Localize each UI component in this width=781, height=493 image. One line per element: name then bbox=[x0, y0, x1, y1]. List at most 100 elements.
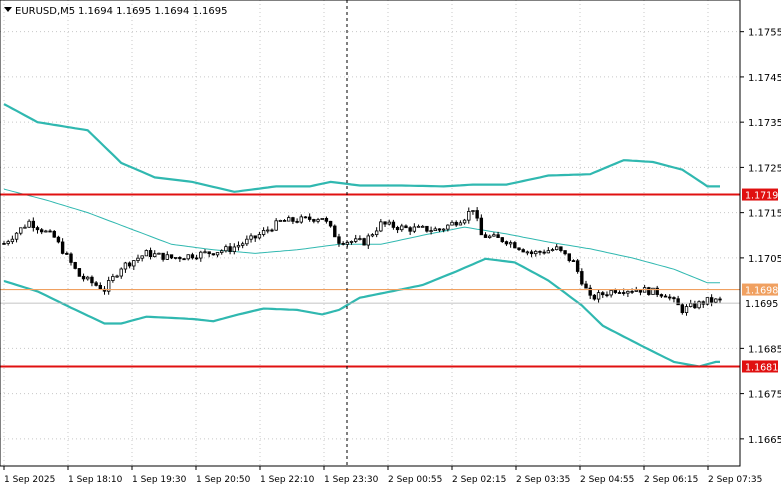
candle bbox=[320, 217, 324, 220]
candle bbox=[165, 251, 169, 260]
candle bbox=[475, 207, 479, 222]
candle bbox=[207, 251, 211, 258]
candle bbox=[220, 249, 224, 255]
price-tick-label: 1.1685 bbox=[748, 344, 781, 355]
candle bbox=[374, 227, 379, 238]
candle bbox=[123, 261, 128, 273]
candle bbox=[538, 250, 542, 256]
candle bbox=[408, 226, 412, 235]
candle bbox=[295, 218, 299, 224]
candle bbox=[446, 224, 450, 232]
candle bbox=[684, 304, 689, 316]
candle bbox=[605, 291, 609, 298]
candle bbox=[529, 249, 534, 258]
band-upper-line bbox=[3, 103, 720, 193]
candle bbox=[35, 225, 40, 234]
candle bbox=[199, 250, 203, 262]
candle bbox=[433, 226, 437, 232]
candle bbox=[546, 247, 551, 254]
candlesticks bbox=[2, 207, 722, 316]
candle bbox=[253, 235, 257, 242]
time-tick-label: 1 Sep 20:50 bbox=[196, 475, 251, 485]
time-tick-label: 2 Sep 00:55 bbox=[388, 475, 442, 485]
candle bbox=[14, 232, 19, 243]
candle bbox=[287, 215, 291, 222]
candle bbox=[232, 243, 236, 255]
candle bbox=[496, 231, 500, 238]
candle bbox=[638, 289, 643, 296]
candle bbox=[161, 252, 165, 262]
symbol-label: EURUSD,M5 bbox=[15, 6, 75, 17]
candle bbox=[127, 261, 132, 269]
candle bbox=[94, 281, 98, 287]
candle bbox=[571, 259, 576, 262]
candle bbox=[31, 217, 36, 232]
candle bbox=[458, 220, 463, 226]
candle bbox=[596, 289, 601, 303]
candle bbox=[567, 253, 571, 263]
time-tick-label: 1 Sep 2025 bbox=[4, 475, 55, 485]
band-middle-line bbox=[3, 188, 720, 284]
candle bbox=[467, 207, 471, 224]
candle bbox=[504, 240, 509, 246]
candle bbox=[429, 226, 433, 235]
candle bbox=[349, 240, 354, 245]
price-level-label: 1.1681 bbox=[745, 362, 778, 373]
candle bbox=[136, 254, 140, 263]
price-level-label: 1.1698 bbox=[745, 286, 778, 297]
candle bbox=[52, 230, 56, 238]
time-tick-label: 2 Sep 06:15 bbox=[644, 475, 698, 485]
candle bbox=[140, 255, 144, 262]
candle bbox=[714, 298, 718, 304]
candle bbox=[416, 224, 421, 228]
candle bbox=[450, 220, 454, 226]
candle bbox=[144, 249, 149, 257]
candle bbox=[601, 291, 605, 298]
candle bbox=[44, 229, 48, 233]
candle bbox=[668, 294, 672, 301]
candle bbox=[525, 250, 530, 256]
candle bbox=[663, 294, 668, 298]
candle bbox=[115, 274, 119, 278]
time-tick-label: 1 Sep 18:10 bbox=[68, 475, 123, 485]
candle bbox=[111, 273, 115, 283]
price-tick-label: 1.1705 bbox=[748, 254, 781, 265]
price-axis: 1.1755 1.1745 1.1735 1.1725 1.1715 1.1705 1.16… bbox=[740, 28, 781, 446]
candle bbox=[48, 229, 52, 233]
chevron-down-icon[interactable] bbox=[4, 7, 12, 12]
candle bbox=[358, 235, 362, 241]
candle bbox=[647, 286, 651, 296]
price-tick-label: 1.1745 bbox=[748, 73, 781, 84]
plot-frame bbox=[0, 0, 741, 467]
candle bbox=[266, 226, 270, 234]
candle bbox=[240, 241, 245, 249]
candle bbox=[370, 233, 375, 238]
candle bbox=[383, 221, 387, 227]
candle bbox=[513, 241, 517, 249]
candle bbox=[592, 294, 597, 301]
price-tick-label: 1.1665 bbox=[748, 435, 781, 446]
candle bbox=[257, 231, 262, 240]
candle bbox=[224, 244, 228, 253]
candle bbox=[555, 243, 559, 251]
candle bbox=[303, 216, 308, 219]
candle bbox=[245, 235, 249, 247]
ohlc-values: 1.1694 1.1695 1.1694 1.1695 bbox=[78, 6, 228, 17]
price-level-label-bg bbox=[742, 283, 778, 296]
candle bbox=[542, 249, 546, 255]
candle bbox=[186, 254, 190, 261]
candle bbox=[517, 247, 521, 251]
grid bbox=[0, 0, 740, 466]
time-tick-label: 2 Sep 02:15 bbox=[452, 475, 506, 485]
candle bbox=[282, 219, 287, 222]
candle bbox=[132, 260, 136, 271]
candle bbox=[236, 241, 241, 251]
candle bbox=[575, 258, 580, 274]
candle bbox=[316, 217, 320, 224]
candle bbox=[81, 273, 86, 282]
candle bbox=[697, 300, 701, 310]
candle bbox=[153, 250, 157, 258]
candle bbox=[190, 252, 195, 260]
